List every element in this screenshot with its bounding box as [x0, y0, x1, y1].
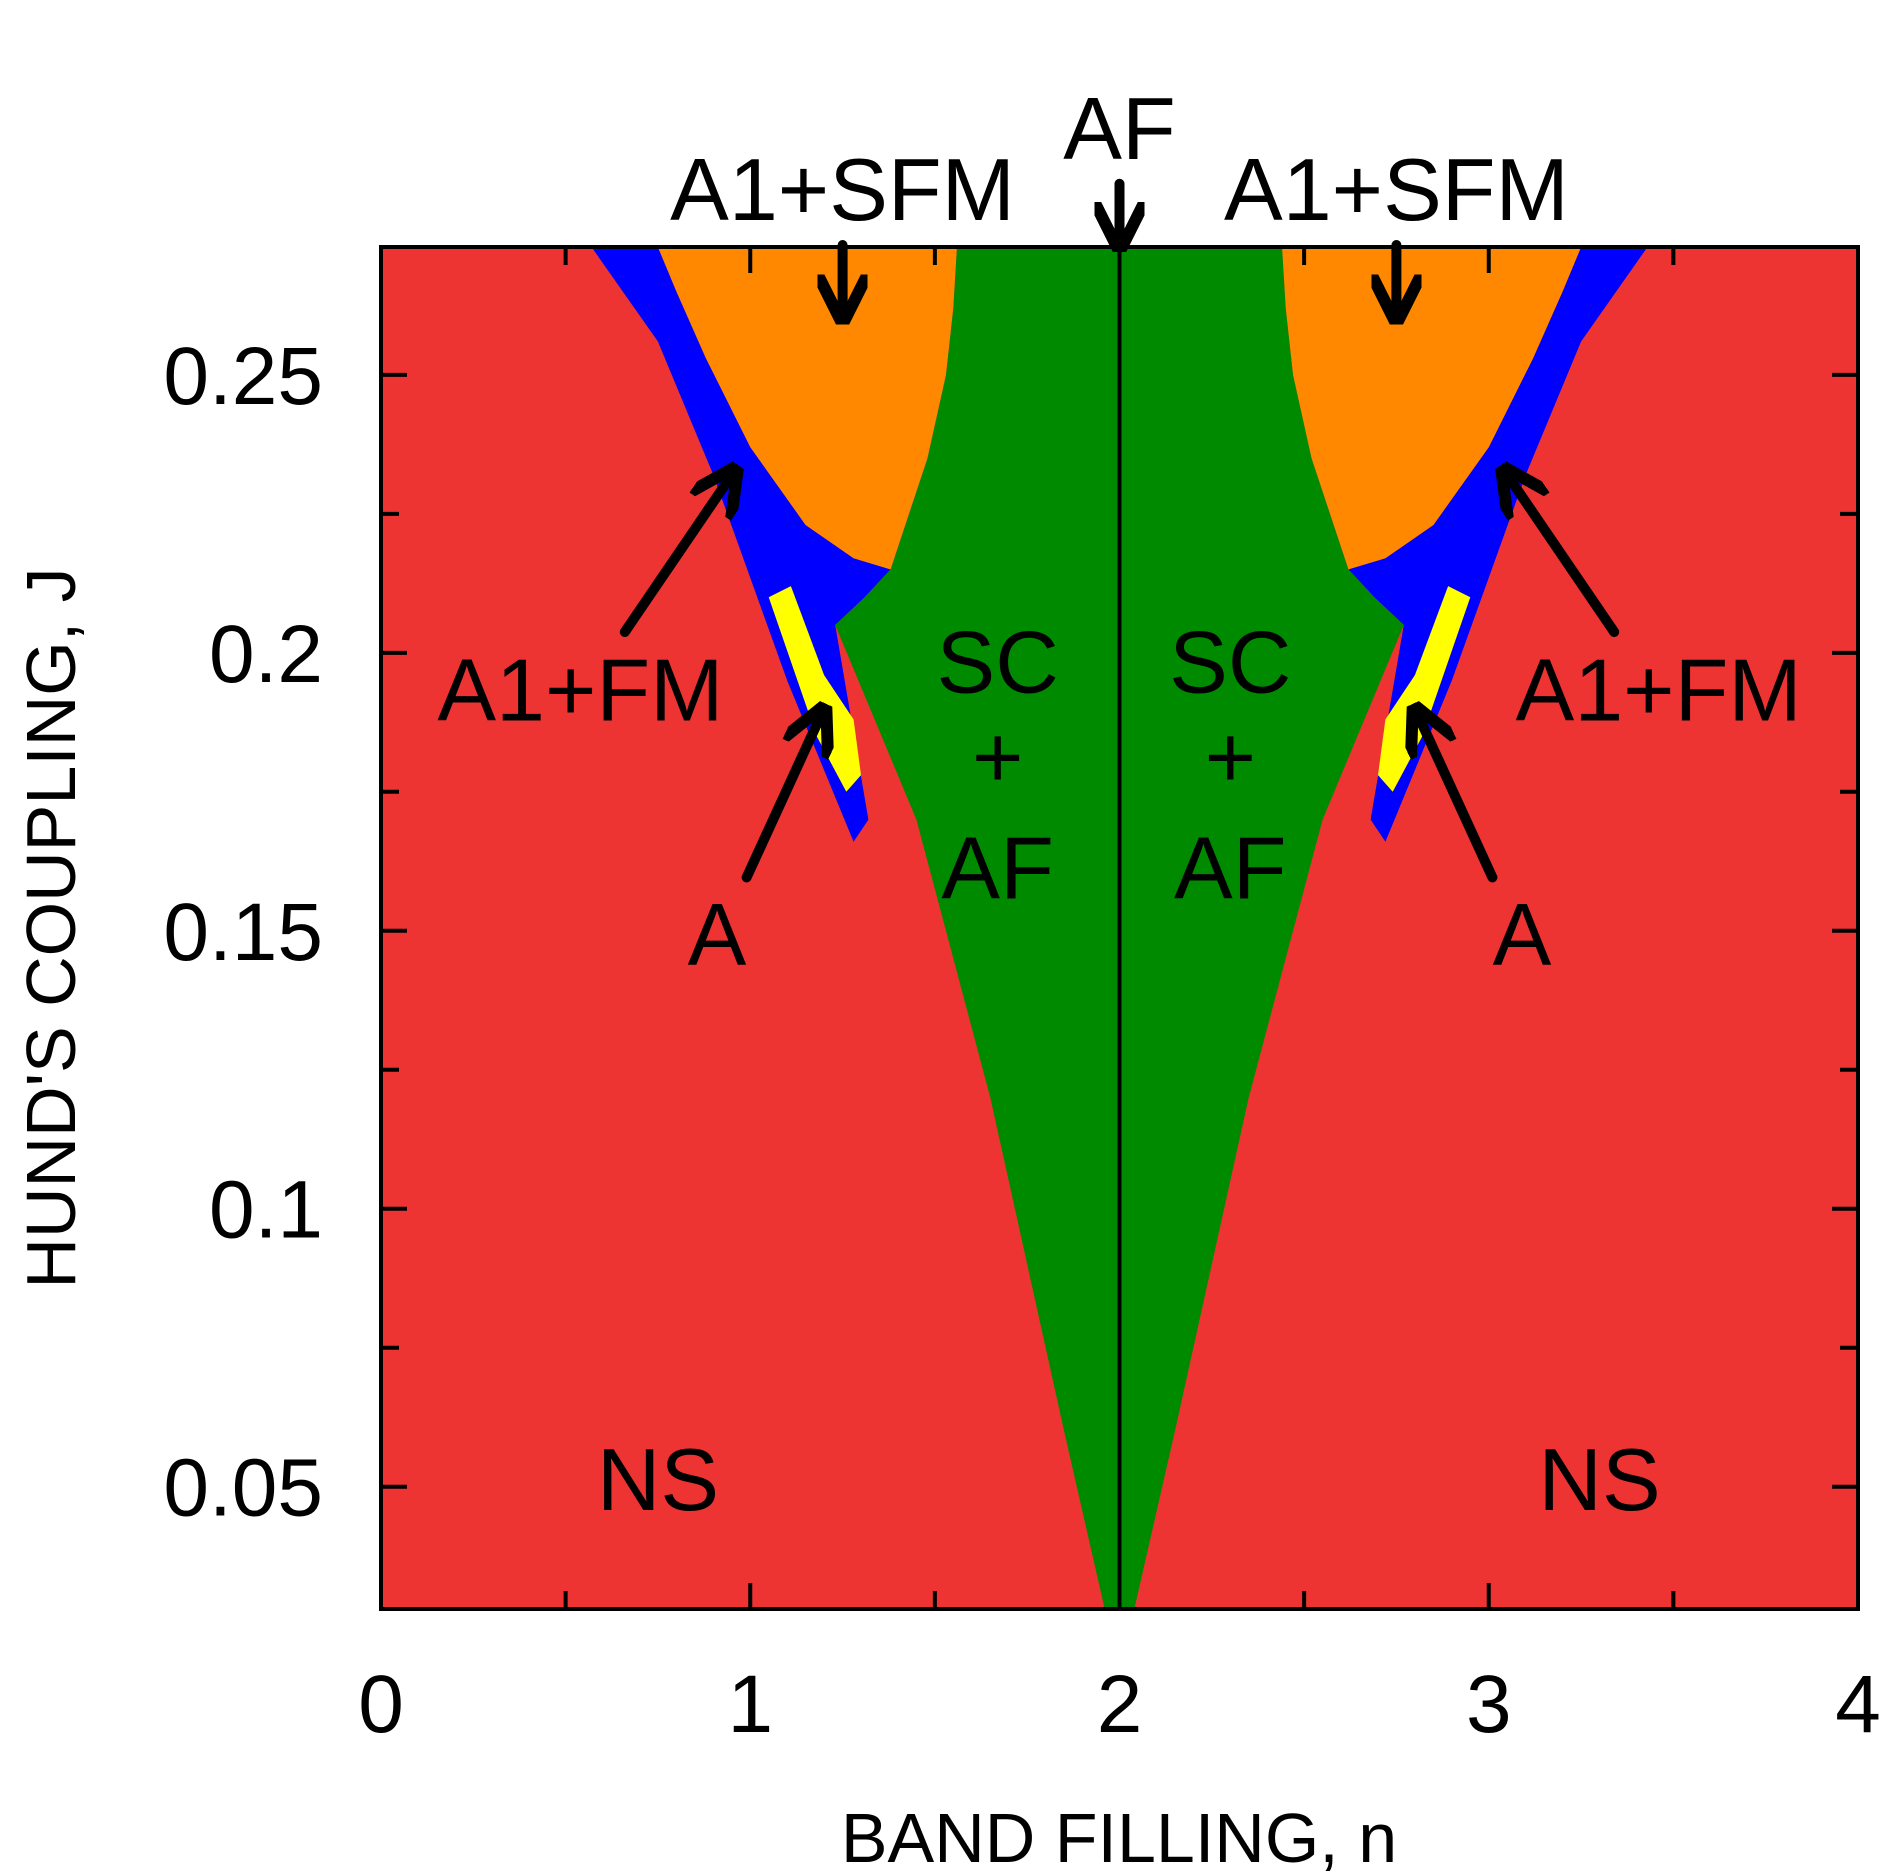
annotation-label: A1+FM	[437, 641, 723, 740]
region-a1-sfm-left	[657, 247, 957, 570]
x-tick-label: 1	[727, 1659, 773, 1750]
annotation-label: A	[1493, 885, 1552, 984]
region-a-right	[1378, 586, 1471, 792]
y-tick-label: 0.1	[209, 1165, 323, 1256]
region-sc-af-right	[1119, 247, 1404, 1609]
plot-area	[381, 247, 1858, 1609]
region-label: NS	[597, 1430, 719, 1529]
region-label: +	[972, 707, 1023, 806]
region-label: AF	[941, 818, 1053, 917]
annotation-label: A	[688, 885, 747, 984]
x-tick-label: 2	[1097, 1659, 1143, 1750]
y-tick-label: 0.05	[163, 1443, 323, 1534]
y-tick-label: 0.15	[163, 887, 323, 978]
region-a-left	[768, 586, 861, 792]
annotation-arrow	[1415, 708, 1498, 883]
annotation-label: A1+FM	[1516, 641, 1802, 740]
region-label: SC	[937, 613, 1059, 712]
x-axis-title: BAND FILLING, n	[841, 1799, 1397, 1876]
annotation-label: AF	[1063, 79, 1175, 178]
annotation-arrow	[741, 708, 825, 883]
y-axis-title: HUND'S COUPLING, J	[12, 567, 90, 1288]
region-label: AF	[1174, 818, 1286, 917]
region-label: NS	[1538, 1430, 1660, 1529]
region-label: +	[1205, 707, 1256, 806]
annotation-arrow	[1504, 469, 1620, 637]
y-tick-label: 0.25	[163, 331, 323, 422]
y-tick-label: 0.2	[209, 609, 323, 700]
region-a1-sfm-right	[1282, 247, 1582, 570]
x-tick-label: 4	[1835, 1659, 1881, 1750]
region-label: SC	[1169, 613, 1291, 712]
region-sc-af-left	[835, 247, 1120, 1609]
x-tick-label: 3	[1466, 1659, 1512, 1750]
annotation-label: A1+SFM	[670, 140, 1015, 239]
axis-ticks: 0 1 2 3 4 0.05 0.1 0.15 0.2 0.25	[163, 247, 1881, 1750]
x-tick-label: 0	[358, 1659, 404, 1750]
annotation-arrow	[619, 469, 736, 637]
annotation-label: A1+SFM	[1224, 140, 1569, 239]
